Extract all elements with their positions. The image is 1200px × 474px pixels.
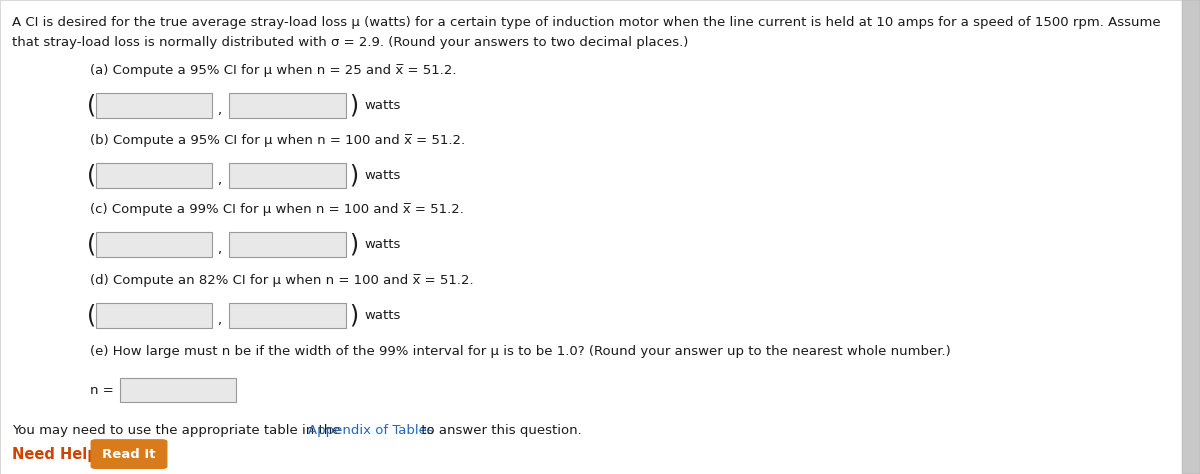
Text: to answer this question.: to answer this question.	[416, 424, 582, 437]
Text: (a) Compute a 95% CI for μ when n = 25 and x̅ = 51.2.: (a) Compute a 95% CI for μ when n = 25 a…	[90, 64, 456, 77]
Text: (e) How large must n be if the width of the 99% interval for μ is to be 1.0? (Ro: (e) How large must n be if the width of …	[90, 345, 950, 358]
FancyBboxPatch shape	[229, 303, 346, 328]
Text: (: (	[86, 94, 96, 118]
FancyBboxPatch shape	[91, 440, 167, 468]
Text: watts: watts	[365, 99, 401, 112]
Text: (b) Compute a 95% CI for μ when n = 100 and x̅ = 51.2.: (b) Compute a 95% CI for μ when n = 100 …	[90, 134, 466, 146]
Text: A CI is desired for the true average stray-load loss μ (watts) for a certain typ: A CI is desired for the true average str…	[12, 16, 1160, 29]
Text: Appendix of Tables: Appendix of Tables	[308, 424, 434, 437]
Text: that stray-load loss is normally distributed with σ = 2.9. (Round your answers t: that stray-load loss is normally distrib…	[12, 36, 689, 49]
Text: You may need to use the appropriate table in the: You may need to use the appropriate tabl…	[12, 424, 344, 437]
Text: ): )	[349, 304, 359, 328]
Text: (: (	[86, 304, 96, 328]
Text: ): )	[349, 164, 359, 187]
FancyBboxPatch shape	[96, 303, 212, 328]
Text: ): )	[349, 233, 359, 256]
Text: n =: n =	[90, 383, 114, 397]
Text: (d) Compute an 82% CI for μ when n = 100 and x̅ = 51.2.: (d) Compute an 82% CI for μ when n = 100…	[90, 274, 474, 287]
Text: watts: watts	[365, 238, 401, 251]
FancyBboxPatch shape	[229, 232, 346, 257]
FancyBboxPatch shape	[96, 93, 212, 118]
FancyBboxPatch shape	[1182, 0, 1200, 474]
Text: ,: ,	[217, 314, 221, 327]
FancyBboxPatch shape	[96, 163, 212, 188]
Text: ): )	[349, 94, 359, 118]
Text: ,: ,	[217, 173, 221, 187]
Text: watts: watts	[365, 169, 401, 182]
Text: (: (	[86, 164, 96, 187]
Text: watts: watts	[365, 309, 401, 322]
Text: Read It: Read It	[102, 447, 156, 461]
Text: (: (	[86, 233, 96, 256]
FancyBboxPatch shape	[229, 93, 346, 118]
FancyBboxPatch shape	[120, 378, 236, 402]
Text: Need Help?: Need Help?	[12, 447, 107, 462]
FancyBboxPatch shape	[96, 232, 212, 257]
Text: ,: ,	[217, 104, 221, 117]
Text: (c) Compute a 99% CI for μ when n = 100 and x̅ = 51.2.: (c) Compute a 99% CI for μ when n = 100 …	[90, 203, 464, 216]
FancyBboxPatch shape	[229, 163, 346, 188]
Text: ,: ,	[217, 243, 221, 256]
